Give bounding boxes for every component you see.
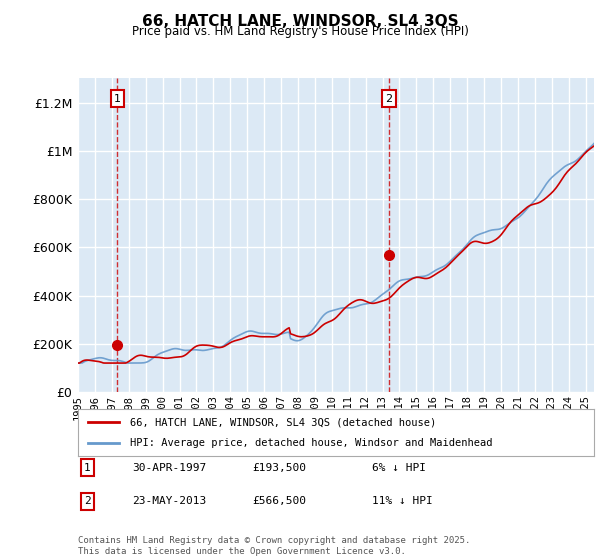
Text: 23-MAY-2013: 23-MAY-2013 xyxy=(132,496,206,506)
Text: £566,500: £566,500 xyxy=(252,496,306,506)
Text: 66, HATCH LANE, WINDSOR, SL4 3QS (detached house): 66, HATCH LANE, WINDSOR, SL4 3QS (detach… xyxy=(130,417,436,427)
Text: 2: 2 xyxy=(386,94,392,104)
Text: 6% ↓ HPI: 6% ↓ HPI xyxy=(372,463,426,473)
Text: £193,500: £193,500 xyxy=(252,463,306,473)
Text: 1: 1 xyxy=(84,463,91,473)
Text: 1: 1 xyxy=(114,94,121,104)
Text: HPI: Average price, detached house, Windsor and Maidenhead: HPI: Average price, detached house, Wind… xyxy=(130,438,492,448)
Text: Price paid vs. HM Land Registry's House Price Index (HPI): Price paid vs. HM Land Registry's House … xyxy=(131,25,469,38)
Text: 11% ↓ HPI: 11% ↓ HPI xyxy=(372,496,433,506)
Text: 30-APR-1997: 30-APR-1997 xyxy=(132,463,206,473)
Text: 66, HATCH LANE, WINDSOR, SL4 3QS: 66, HATCH LANE, WINDSOR, SL4 3QS xyxy=(142,14,458,29)
Text: Contains HM Land Registry data © Crown copyright and database right 2025.
This d: Contains HM Land Registry data © Crown c… xyxy=(78,536,470,556)
Text: 2: 2 xyxy=(84,496,91,506)
